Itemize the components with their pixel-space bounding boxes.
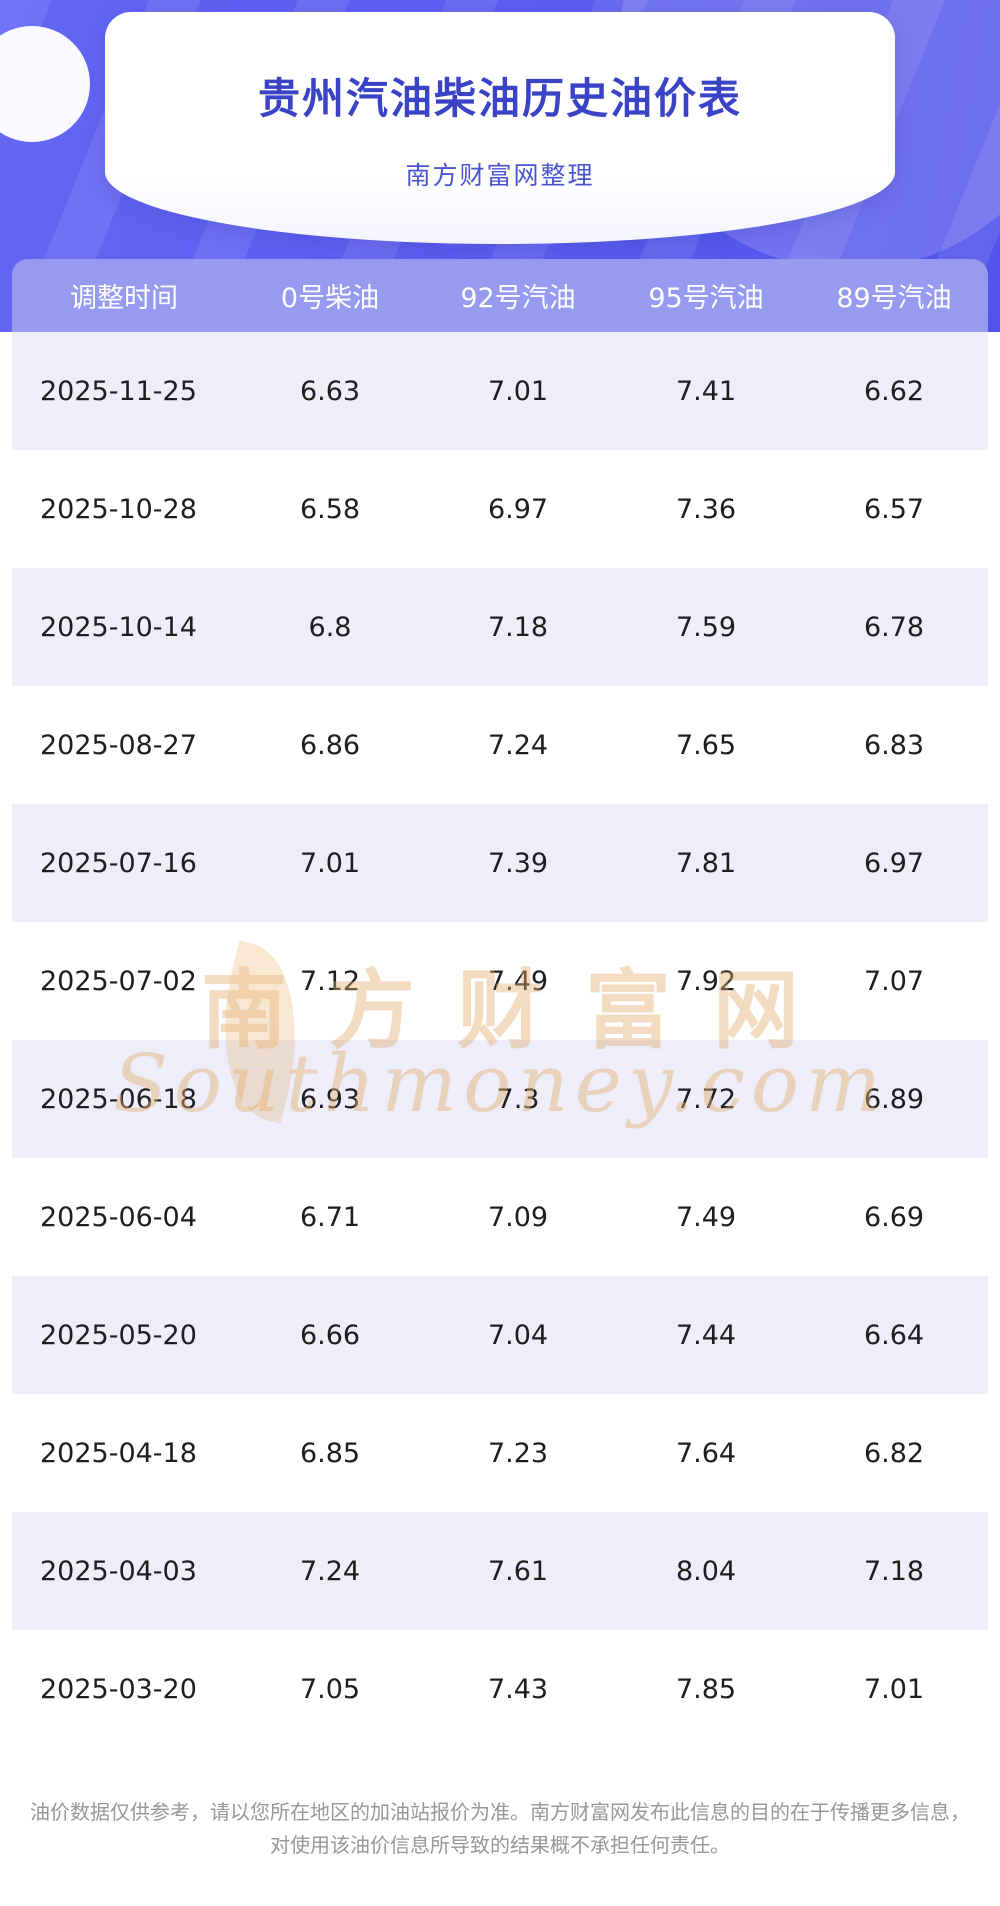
row-value-gas95: 7.44 — [675, 1319, 737, 1351]
decorative-circle-small — [0, 26, 90, 142]
row-value-diesel0: 6.8 — [308, 611, 352, 643]
row-value-diesel0: 6.63 — [299, 375, 361, 407]
row-date: 2025-10-14 — [40, 611, 197, 643]
row-value-diesel0: 6.58 — [299, 493, 361, 525]
header-cell-gas92: 92号汽油 — [460, 283, 576, 314]
row-date: 2025-07-16 — [40, 847, 197, 879]
row-value-gas92: 7.39 — [487, 847, 549, 879]
table-header-row: 调整时间 0号柴油 92号汽油 95号汽油 89号汽油 — [12, 259, 988, 332]
row-value-diesel0: 7.24 — [299, 1555, 361, 1587]
row-date: 2025-04-18 — [40, 1437, 197, 1469]
row-value-gas95: 7.65 — [675, 729, 737, 761]
row-value-gas89: 6.62 — [863, 375, 925, 407]
row-date: 2025-04-03 — [40, 1555, 197, 1587]
row-value-diesel0: 6.93 — [299, 1083, 361, 1115]
row-date: 2025-07-02 — [40, 965, 197, 997]
table-row: 2025-06-04 6.71 7.09 7.49 6.69 — [12, 1158, 988, 1276]
table-row: 2025-04-18 6.85 7.23 7.64 6.82 — [12, 1394, 988, 1512]
row-value-gas95: 7.59 — [675, 611, 737, 643]
row-value-gas92: 7.49 — [487, 965, 549, 997]
row-value-gas95: 7.41 — [675, 375, 737, 407]
row-value-diesel0: 6.86 — [299, 729, 361, 761]
table-row: 2025-10-28 6.58 6.97 7.36 6.57 — [12, 450, 988, 568]
header-cell-date: 调整时间 — [70, 283, 178, 314]
row-date: 2025-06-04 — [40, 1201, 197, 1233]
row-value-gas89: 6.57 — [863, 493, 925, 525]
row-date: 2025-05-20 — [40, 1319, 197, 1351]
row-date: 2025-08-27 — [40, 729, 197, 761]
header-card: 贵州汽油柴油历史油价表 南方财富网整理 — [105, 12, 895, 244]
row-value-gas95: 8.04 — [675, 1555, 737, 1587]
table-row: 2025-08-27 6.86 7.24 7.65 6.83 — [12, 686, 988, 804]
row-value-gas95: 7.81 — [675, 847, 737, 879]
row-date: 2025-11-25 — [40, 375, 197, 407]
row-value-diesel0: 6.71 — [299, 1201, 361, 1233]
row-value-diesel0: 6.66 — [299, 1319, 361, 1351]
table-row: 2025-10-14 6.8 7.18 7.59 6.78 — [12, 568, 988, 686]
row-value-diesel0: 7.01 — [299, 847, 361, 879]
row-value-diesel0: 7.12 — [299, 965, 361, 997]
row-value-gas89: 6.64 — [863, 1319, 925, 1351]
row-value-gas95: 7.85 — [675, 1673, 737, 1705]
page-subtitle: 南方财富网整理 — [405, 160, 595, 190]
table-row: 2025-05-20 6.66 7.04 7.44 6.64 — [12, 1276, 988, 1394]
row-value-gas89: 6.82 — [863, 1437, 925, 1469]
table-body: 2025-11-25 6.63 7.01 7.41 6.62 2025-10-2… — [12, 332, 988, 1748]
table-row: 2025-07-16 7.01 7.39 7.81 6.97 — [12, 804, 988, 922]
table-row: 2025-03-20 7.05 7.43 7.85 7.01 — [12, 1630, 988, 1748]
row-value-gas89: 7.01 — [863, 1673, 925, 1705]
row-value-gas89: 6.69 — [863, 1201, 925, 1233]
row-date: 2025-10-28 — [40, 493, 197, 525]
row-value-gas89: 6.97 — [863, 847, 925, 879]
row-value-gas92: 7.09 — [487, 1201, 549, 1233]
row-value-gas92: 7.61 — [487, 1555, 549, 1587]
row-value-gas89: 7.18 — [863, 1555, 925, 1587]
row-value-gas95: 7.49 — [675, 1201, 737, 1233]
footer-disclaimer: 油价数据仅供参考，请以您所在地区的加油站报价为准。南方财富网发布此信息的目的在于… — [30, 1800, 970, 1857]
row-value-gas92: 7.43 — [487, 1673, 549, 1705]
table-row: 2025-04-03 7.24 7.61 8.04 7.18 — [12, 1512, 988, 1630]
row-value-gas92: 7.3 — [496, 1083, 540, 1115]
row-value-gas95: 7.92 — [675, 965, 737, 997]
header-cell-gas95: 95号汽油 — [648, 283, 764, 314]
row-value-diesel0: 7.05 — [299, 1673, 361, 1705]
row-value-gas92: 7.04 — [487, 1319, 549, 1351]
table-row: 2025-07-02 7.12 7.49 7.92 7.07 — [12, 922, 988, 1040]
row-value-gas92: 7.24 — [487, 729, 549, 761]
row-value-gas95: 7.72 — [675, 1083, 737, 1115]
row-date: 2025-03-20 — [40, 1673, 197, 1705]
row-value-gas92: 7.01 — [487, 375, 549, 407]
header-cell-diesel0: 0号柴油 — [280, 283, 380, 314]
row-value-gas92: 6.97 — [487, 493, 549, 525]
header-cell-gas89: 89号汽油 — [836, 283, 952, 314]
page-title: 贵州汽油柴油历史油价表 — [257, 73, 742, 123]
table-row: 2025-06-18 6.93 7.3 7.72 6.89 — [12, 1040, 988, 1158]
row-value-gas95: 7.64 — [675, 1437, 737, 1469]
row-value-diesel0: 6.85 — [299, 1437, 361, 1469]
price-table: 调整时间 0号柴油 92号汽油 95号汽油 89号汽油 2025-11-25 6… — [12, 259, 988, 1748]
row-date: 2025-06-18 — [40, 1083, 197, 1115]
row-value-gas95: 7.36 — [675, 493, 737, 525]
row-value-gas89: 6.83 — [863, 729, 925, 761]
table-row: 2025-11-25 6.63 7.01 7.41 6.62 — [12, 332, 988, 450]
row-value-gas89: 7.07 — [863, 965, 925, 997]
row-value-gas92: 7.23 — [487, 1437, 549, 1469]
row-value-gas89: 6.78 — [863, 611, 925, 643]
row-value-gas92: 7.18 — [487, 611, 549, 643]
row-value-gas89: 6.89 — [863, 1083, 925, 1115]
